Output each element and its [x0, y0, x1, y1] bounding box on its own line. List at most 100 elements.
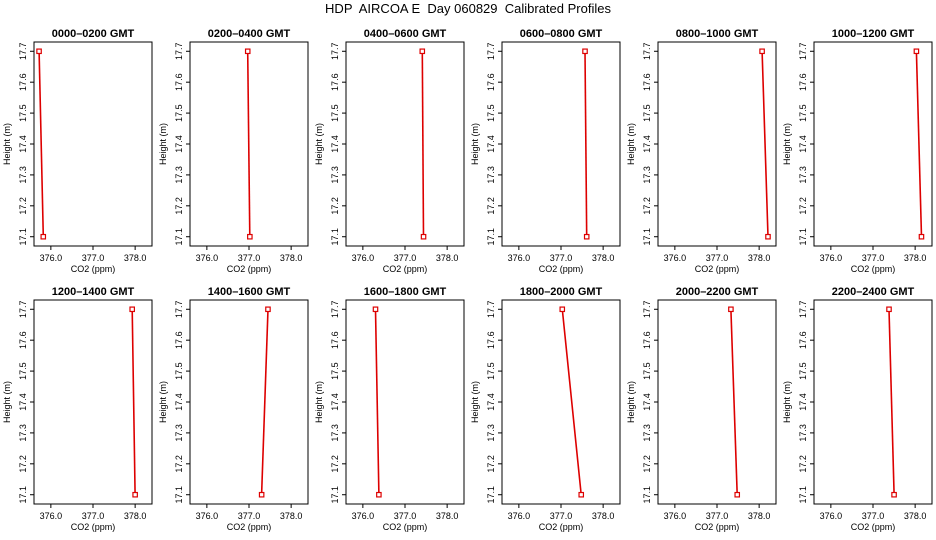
data-point — [376, 491, 382, 498]
panel-title: 0000–0200 GMT — [52, 28, 135, 40]
y-tick-label: 17.5 — [486, 362, 496, 380]
x-tick-label: 377.0 — [862, 253, 885, 263]
profile-line — [260, 309, 269, 495]
data-point — [132, 491, 138, 498]
panel-title: 2000–2200 GMT — [676, 286, 759, 298]
y-tick-label: 17.1 — [174, 486, 184, 504]
y-tick-label: 17.1 — [486, 486, 496, 504]
profile-line — [374, 309, 380, 495]
data-point — [891, 491, 897, 498]
y-axis-label: Height (m) — [470, 381, 480, 423]
y-tick-label: 17.7 — [174, 43, 184, 61]
y-tick-label: 17.4 — [330, 393, 340, 411]
y-tick-label: 17.4 — [486, 135, 496, 153]
data-point — [759, 48, 765, 55]
y-axis-label: Height (m) — [158, 123, 168, 165]
y-tick-label: 17.4 — [642, 393, 652, 411]
x-axis-label: CO2 (ppm) — [71, 264, 116, 274]
plot-frame — [33, 41, 153, 247]
panel-7: 1400–1600 GMT 376.0 377.0 378.0 17.1 17.2 17.3… — [158, 286, 309, 532]
x-tick-label: 376.0 — [508, 511, 531, 521]
x-tick-label: 378.0 — [280, 511, 303, 521]
x-tick-label: 377.0 — [238, 511, 261, 521]
panel-2: 0400–0600 GMT 376.0 377.0 378.0 17.1 17.2 17.3… — [314, 28, 465, 274]
y-tick-label: 17.2 — [486, 197, 496, 215]
panel-title: 0800–1000 GMT — [676, 28, 759, 40]
panel-title: 1800–2000 GMT — [520, 286, 603, 298]
y-tick-label: 17.4 — [642, 135, 652, 153]
y-tick-label: 17.7 — [330, 301, 340, 319]
data-point — [583, 233, 590, 240]
y-tick-label: 17.2 — [642, 455, 652, 473]
y-tick-label: 17.4 — [18, 135, 28, 153]
y-tick-label: 17.3 — [330, 424, 340, 442]
x-tick-label: 378.0 — [280, 253, 303, 263]
x-tick-label: 378.0 — [124, 511, 147, 521]
y-tick-label: 17.1 — [18, 228, 28, 246]
y-tick-label: 17.6 — [486, 73, 496, 91]
x-axis-label: CO2 (ppm) — [227, 522, 272, 532]
y-tick-label: 17.3 — [486, 166, 496, 184]
x-tick-label: 377.0 — [862, 511, 885, 521]
y-tick-label: 17.3 — [174, 424, 184, 442]
x-tick-label: 376.0 — [664, 511, 687, 521]
y-tick-label: 17.5 — [642, 362, 652, 380]
panel-title: 0400–0600 GMT — [364, 28, 447, 40]
y-axis-label: Height (m) — [782, 381, 792, 423]
y-axis-label: Height (m) — [626, 381, 636, 423]
x-tick-label: 377.0 — [550, 511, 573, 521]
x-tick-label: 376.0 — [40, 511, 63, 521]
x-tick-label: 376.0 — [196, 253, 219, 263]
y-tick-label: 17.7 — [330, 43, 340, 61]
y-axis-label: Height (m) — [782, 123, 792, 165]
y-tick-label: 17.4 — [798, 135, 808, 153]
y-axis-label: Height (m) — [2, 381, 12, 423]
y-tick-label: 17.6 — [642, 331, 652, 349]
data-point — [419, 48, 426, 55]
x-axis-label: CO2 (ppm) — [539, 522, 584, 532]
profile-line — [131, 309, 136, 495]
panel-3: 0600–0800 GMT 376.0 377.0 378.0 17.1 17.2 17.3… — [470, 28, 621, 274]
y-tick-label: 17.2 — [174, 455, 184, 473]
y-tick-label: 17.2 — [486, 455, 496, 473]
data-point — [244, 48, 251, 55]
y-tick-label: 17.7 — [642, 301, 652, 319]
panel-title: 0600–0800 GMT — [520, 28, 603, 40]
data-point — [247, 233, 253, 240]
x-axis-label: CO2 (ppm) — [851, 264, 896, 274]
y-tick-label: 17.3 — [798, 166, 808, 184]
y-tick-label: 17.5 — [330, 104, 340, 122]
x-tick-label: 376.0 — [508, 253, 531, 263]
y-tick-label: 17.6 — [330, 331, 340, 349]
x-tick-label: 378.0 — [436, 253, 459, 263]
panel-title: 1000–1200 GMT — [832, 28, 915, 40]
data-point — [40, 233, 47, 240]
y-tick-label: 17.4 — [330, 135, 340, 153]
plot-frame — [345, 41, 465, 247]
y-tick-label: 17.7 — [18, 43, 28, 61]
y-tick-label: 17.5 — [330, 362, 340, 380]
data-point — [765, 233, 771, 240]
x-tick-label: 377.0 — [550, 253, 573, 263]
x-axis-label: CO2 (ppm) — [851, 522, 896, 532]
data-point — [582, 48, 588, 55]
x-tick-label: 377.0 — [238, 253, 261, 263]
x-tick-label: 376.0 — [196, 511, 219, 521]
data-point — [372, 306, 379, 313]
y-tick-label: 17.1 — [486, 228, 496, 246]
panel-9: 1800–2000 GMT 376.0 377.0 378.0 17.1 17.2 17.3… — [470, 286, 621, 532]
y-tick-label: 17.4 — [18, 393, 28, 411]
y-tick-label: 17.7 — [798, 301, 808, 319]
panel-title: 2200–2400 GMT — [832, 286, 915, 298]
y-tick-label: 17.4 — [174, 135, 184, 153]
plot-frame — [501, 41, 621, 247]
y-tick-label: 17.6 — [486, 331, 496, 349]
profile-line — [915, 51, 923, 237]
y-tick-label: 17.2 — [18, 455, 28, 473]
y-tick-label: 17.5 — [18, 104, 28, 122]
x-axis-label: CO2 (ppm) — [71, 522, 116, 532]
panel-0: 0000–0200 GMT 376.0 377.0 378.0 17.1 17.2 17.3… — [2, 28, 153, 274]
y-tick-label: 17.3 — [18, 166, 28, 184]
y-tick-label: 17.3 — [642, 424, 652, 442]
